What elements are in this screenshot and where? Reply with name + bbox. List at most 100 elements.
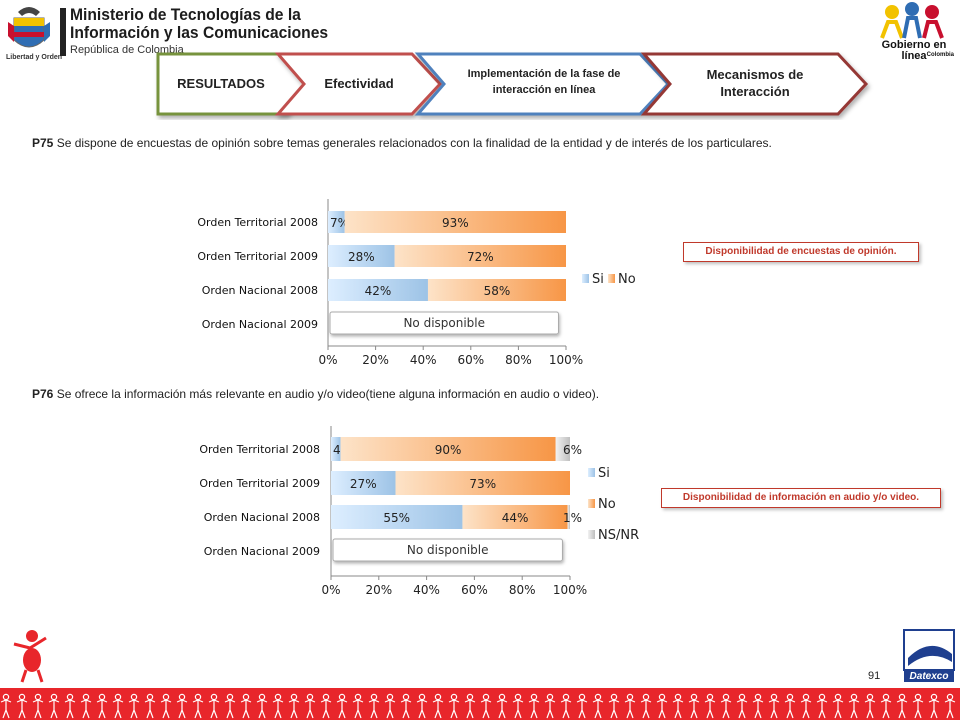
category-label: Orden Territorial 2009 <box>197 250 318 263</box>
gel-title: Gobierno en línea <box>881 39 947 62</box>
tab-implementacion-shape[interactable] <box>414 52 671 116</box>
footer-person-body <box>448 699 460 719</box>
datexco-label: Datexco <box>909 671 949 682</box>
footer-person-head <box>706 693 714 701</box>
footer-person-head <box>210 693 218 701</box>
footer-person-body <box>208 699 220 719</box>
footer-person-body <box>864 699 876 719</box>
data-label: 58% <box>484 284 511 298</box>
data-label: 93% <box>442 216 469 230</box>
footer-person-body <box>400 699 412 719</box>
footer-person-head <box>818 693 826 701</box>
unavailable-label: No disponible <box>407 543 489 557</box>
footer-person-body <box>736 699 748 719</box>
tab-implementacion[interactable]: Implementación de la fase de interacción… <box>467 68 621 96</box>
bar-no <box>344 211 566 233</box>
footer-person-body <box>416 699 428 719</box>
footer-person-body <box>288 699 300 719</box>
footer-person-body <box>816 699 828 719</box>
footer-person-head <box>50 693 58 701</box>
question-code: P75 <box>32 136 54 150</box>
footer-person-body <box>912 699 924 719</box>
ministry-country: República de Colombia <box>70 44 184 56</box>
footer-person-head <box>290 693 298 701</box>
unavailable-box <box>332 538 563 562</box>
question-p76: P76 Se ofrece la información más relevan… <box>32 387 599 401</box>
data-label: 72% <box>467 250 494 264</box>
footer-person-head <box>898 693 906 701</box>
bar-no <box>394 245 566 267</box>
footer-person-body <box>528 699 540 719</box>
footer-person-head <box>530 693 538 701</box>
note-audio-video: Disponibilidad de información en audio y… <box>661 488 941 508</box>
footer-person-body <box>96 699 108 719</box>
tab-mecanismos[interactable]: Mecanismos de Interacción <box>706 67 804 99</box>
footer-person-head <box>162 693 170 701</box>
footer-person-body <box>128 699 140 719</box>
footer-person-head <box>386 693 394 701</box>
question-p75: P75 Se dispone de encuestas de opinión s… <box>32 136 772 150</box>
bar-no <box>462 505 568 529</box>
unavailable-label: No disponible <box>403 316 485 330</box>
footer-person-body <box>368 699 380 719</box>
tab-efectividad-shape[interactable] <box>274 52 443 116</box>
legend-swatch <box>588 468 595 477</box>
footer-person-head <box>418 693 426 701</box>
unavailable-box <box>329 311 559 335</box>
footer-person-body <box>688 699 700 719</box>
footer-person-head <box>770 693 778 701</box>
x-tick-label: 100% <box>549 353 583 367</box>
footer-person-body <box>512 699 524 719</box>
footer-person-body <box>176 699 188 719</box>
tab-efectividad[interactable]: Efectividad <box>324 76 394 91</box>
footer-person-head <box>514 693 522 701</box>
footer-person-head <box>498 693 506 701</box>
footer-person-head <box>578 693 586 701</box>
footer-person-body <box>576 699 588 719</box>
legend-swatch <box>588 499 595 508</box>
footer-person-head <box>466 693 474 701</box>
legend-swatch <box>608 274 615 283</box>
footer-person-body <box>640 699 652 719</box>
footer-person-head <box>546 693 554 701</box>
logo-divider <box>60 8 66 56</box>
footer-person-head <box>610 693 618 701</box>
data-label: 6% <box>563 443 582 457</box>
category-label: Orden Nacional 2009 <box>202 318 318 331</box>
x-tick-label: 20% <box>365 583 392 597</box>
footer-person-body <box>784 699 796 719</box>
data-label: 44% <box>502 511 529 525</box>
category-label: Orden Territorial 2008 <box>197 216 318 229</box>
footer-person-body <box>832 699 844 719</box>
footer-person-body <box>224 699 236 719</box>
footer-person-body <box>304 699 316 719</box>
footer-person-body <box>496 699 508 719</box>
tab-mecanismos-shape[interactable] <box>640 52 869 116</box>
bar-nsnr <box>567 505 570 529</box>
bar-no <box>395 471 570 495</box>
bar-si <box>328 211 345 233</box>
section-tabs <box>156 52 869 116</box>
footer-person-head <box>146 693 154 701</box>
footer-person-body <box>896 699 908 719</box>
tab-resultados[interactable]: RESULTADOS <box>177 76 265 91</box>
legend-swatch <box>582 274 589 283</box>
footer-person-head <box>594 693 602 701</box>
person-figure-icon <box>13 630 47 683</box>
footer-person-head <box>834 693 842 701</box>
x-tick-label: 40% <box>413 583 440 597</box>
footer-person-head <box>258 693 266 701</box>
footer-person-body <box>192 699 204 719</box>
footer-person-head <box>450 693 458 701</box>
ministry-name-line1: Ministerio de Tecnologías de la <box>70 5 301 24</box>
footer-person-head <box>322 693 330 701</box>
footer-person-head <box>82 693 90 701</box>
ministry-logo: Libertad y Orden Ministerio de Tecnologí… <box>4 2 328 64</box>
footer-person-head <box>226 693 234 701</box>
footer-bar <box>0 688 960 720</box>
footer-person-head <box>306 693 314 701</box>
category-label: Orden Nacional 2008 <box>204 511 320 524</box>
people-group-icon <box>880 2 944 39</box>
bar-si <box>331 505 463 529</box>
footer-person-body <box>64 699 76 719</box>
